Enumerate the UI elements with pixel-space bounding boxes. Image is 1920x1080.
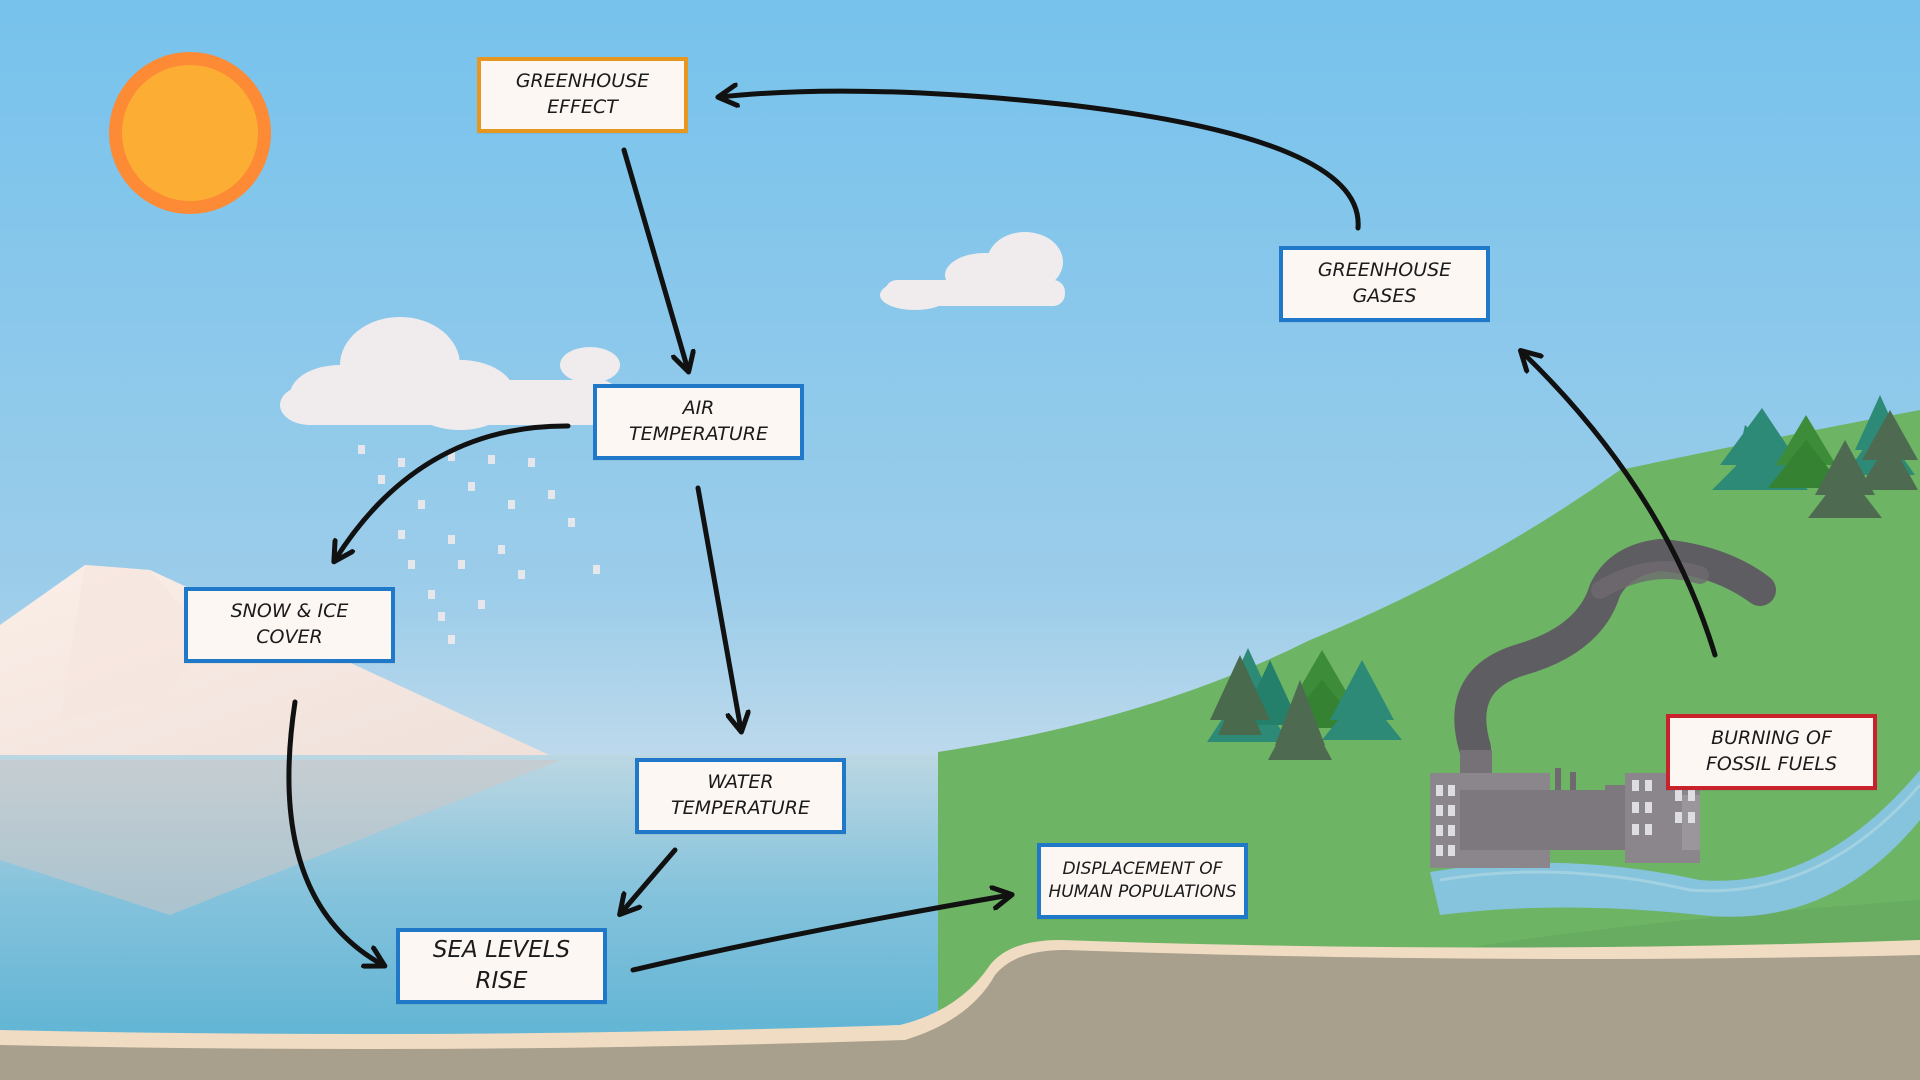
arrow-sea-to-displacement (630, 895, 1010, 973)
arrow-air-to-water (695, 485, 741, 730)
node-greenhouse-effect: GREENHOUSE EFFECT (477, 57, 688, 133)
arrow-effect-to-air (621, 147, 688, 370)
node-displacement: DISPLACEMENT OF HUMAN POPULATIONS (1037, 843, 1248, 919)
arrow-fossil-to-gases (1522, 352, 1718, 658)
arrows (286, 91, 1718, 973)
node-greenhouse-gases: GREENHOUSE GASES (1279, 246, 1490, 322)
node-snow-ice-cover: SNOW & ICE COVER (184, 587, 395, 663)
small-cloud-icon (880, 232, 1065, 310)
river (1430, 770, 1920, 917)
node-water-temperature: WATER TEMPERATURE (635, 758, 846, 834)
tree-group-left (1207, 648, 1402, 760)
node-burning-fossil-fuels: BURNING OF FOSSIL FUELS (1666, 714, 1877, 790)
ground (0, 950, 1920, 1080)
arrow-water-to-sea (621, 847, 678, 913)
mountain-reflection (0, 760, 560, 915)
node-air-temperature: AIR TEMPERATURE (593, 384, 804, 460)
factory-icon (1430, 538, 1776, 868)
cloud-icon (280, 317, 620, 430)
rain-icon (358, 445, 600, 644)
sun-icon (109, 52, 271, 214)
arrow-gases-to-effect (720, 91, 1361, 231)
arrow-air-to-snow (335, 423, 571, 560)
tree-group-right (1712, 395, 1918, 518)
node-sea-levels-rise: SEA LEVELS RISE (396, 928, 607, 1004)
arrow-snow-to-sea (286, 699, 383, 965)
